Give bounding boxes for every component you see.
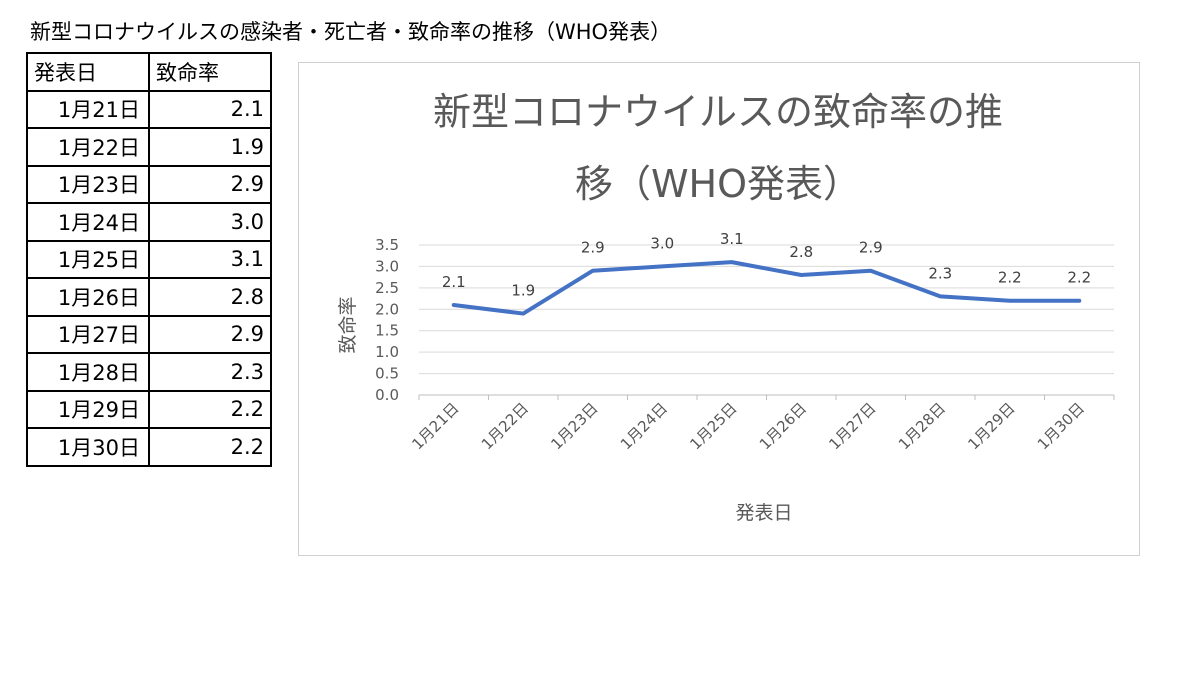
cell-date: 1月26日	[26, 277, 150, 317]
y-axis-title: 致命率	[337, 296, 359, 353]
data-label: 2.8	[789, 243, 813, 261]
table-row: 1月25日 3.1	[26, 239, 272, 279]
chart-title-line-2: 移（WHO発表）	[575, 162, 861, 206]
cell-date: 1月24日	[26, 202, 150, 242]
cell-date: 1月27日	[26, 314, 150, 354]
y-tick-label: 1.5	[375, 322, 399, 340]
y-tick-label: 3.0	[375, 257, 399, 275]
x-tick-label: 1月29日	[964, 399, 1018, 453]
cell-date: 1月30日	[26, 427, 150, 467]
header-date: 発表日	[26, 52, 150, 92]
data-labels: 2.1 1.9 2.9 3.0 3.1 2.8 2.9 2.3 2.2 2.2	[442, 230, 1091, 299]
line-chart: 新型コロナウイルスの致命率の推 移（WHO発表） 0.0 0.5 1.0 1.5 2.0…	[337, 90, 1115, 524]
cell-date: 1月21日	[26, 89, 150, 129]
x-axis-ticks: 1月21日 1月22日 1月23日 1月24日 1月25日 1月26日 1月27日 1月28日…	[408, 399, 1088, 453]
table-row: 1月27日 2.9	[26, 314, 272, 354]
y-tick-label: 0.5	[375, 365, 399, 383]
chart-title-line-1: 新型コロナウイルスの致命率の推	[433, 90, 1003, 134]
table-row: 1月21日 2.1	[26, 89, 272, 129]
x-tick-label: 1月27日	[825, 399, 879, 453]
cell-rate: 2.9	[148, 164, 272, 204]
x-tick-label: 1月23日	[547, 399, 601, 453]
data-label: 2.3	[928, 264, 952, 282]
cell-rate: 1.9	[148, 127, 272, 167]
header-rate: 致命率	[148, 52, 272, 92]
data-label: 2.9	[581, 239, 605, 257]
cell-rate: 3.1	[148, 239, 272, 279]
data-table: 発表日 致命率 1月21日 2.1 1月22日 1.9 1月23日 2.9 1月24日…	[26, 52, 272, 467]
table-row: 1月30日 2.2	[26, 427, 272, 467]
y-tick-label: 3.5	[375, 236, 399, 254]
x-tick-label: 1月28日	[895, 399, 949, 453]
x-axis-title: 発表日	[735, 502, 792, 524]
cell-rate: 2.9	[148, 314, 272, 354]
data-label: 3.0	[650, 234, 674, 252]
x-tick-label: 1月22日	[478, 399, 532, 453]
cell-date: 1月23日	[26, 164, 150, 204]
data-label: 2.2	[998, 269, 1022, 287]
y-tick-label: 0.0	[375, 386, 399, 404]
data-label: 2.9	[859, 239, 883, 257]
chart-container: 新型コロナウイルスの致命率の推 移（WHO発表） 0.0 0.5 1.0 1.5 2.0…	[298, 62, 1140, 556]
y-tick-label: 2.0	[375, 300, 399, 318]
y-axis-ticks: 0.0 0.5 1.0 1.5 2.0 2.5 3.0 3.5	[375, 236, 399, 404]
cell-date: 1月22日	[26, 127, 150, 167]
x-tick-label: 1月26日	[756, 399, 810, 453]
x-tick-label: 1月21日	[408, 399, 462, 453]
table-row: 1月22日 1.9	[26, 127, 272, 167]
cell-date: 1月29日	[26, 389, 150, 429]
table-header-row: 発表日 致命率	[26, 52, 272, 92]
gridlines	[418, 244, 1115, 400]
series-layer	[451, 260, 1082, 316]
x-tick-label: 1月30日	[1034, 399, 1088, 453]
x-tick-label: 1月25日	[686, 399, 740, 453]
cell-rate: 3.0	[148, 202, 272, 242]
cell-date: 1月28日	[26, 352, 150, 392]
page-title: 新型コロナウイルスの感染者・死亡者・致命率の推移（WHO発表）	[30, 20, 672, 44]
cell-rate: 2.1	[148, 89, 272, 129]
cell-rate: 2.2	[148, 427, 272, 467]
cell-rate: 2.2	[148, 389, 272, 429]
data-label: 1.9	[511, 282, 535, 300]
table-row: 1月23日 2.9	[26, 164, 272, 204]
data-label: 2.1	[442, 273, 466, 291]
y-tick-label: 1.0	[375, 343, 399, 361]
x-tick-label: 1月24日	[617, 399, 671, 453]
y-tick-label: 2.5	[375, 279, 399, 297]
series-line	[451, 260, 1082, 316]
cell-rate: 2.3	[148, 352, 272, 392]
cell-rate: 2.8	[148, 277, 272, 317]
data-label: 3.1	[720, 230, 744, 248]
cell-date: 1月25日	[26, 239, 150, 279]
table-row: 1月24日 3.0	[26, 202, 272, 242]
data-label: 2.2	[1067, 269, 1091, 287]
table-row: 1月29日 2.2	[26, 389, 272, 429]
table-row: 1月26日 2.8	[26, 277, 272, 317]
table-row: 1月28日 2.3	[26, 352, 272, 392]
